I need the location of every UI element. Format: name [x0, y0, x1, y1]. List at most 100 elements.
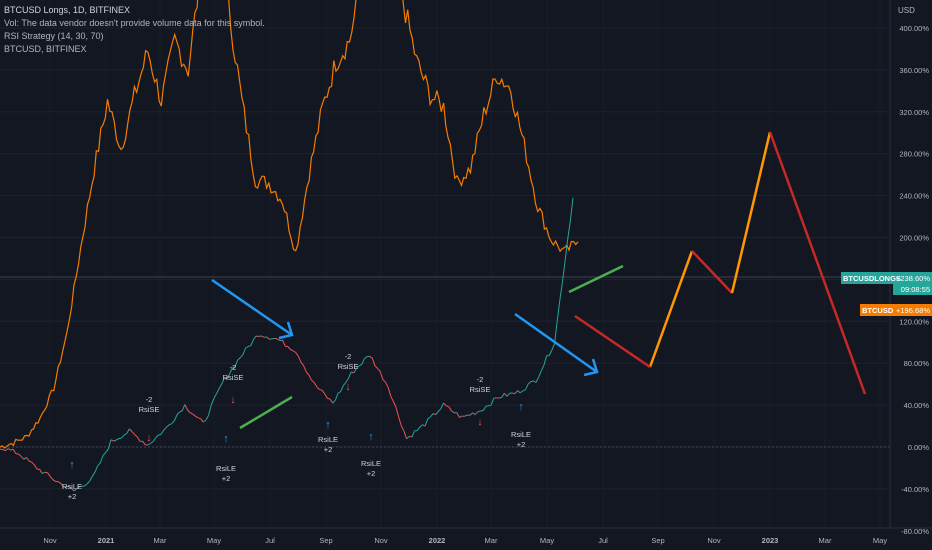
signal-long-3: ↑ RsiLE +2 — [318, 419, 338, 454]
x-tick-label: Nov — [43, 536, 57, 545]
longs-segment — [300, 361, 305, 367]
svg-text:RsiLE: RsiLE — [511, 430, 531, 439]
longs-segment — [400, 425, 405, 432]
longs-segment — [23, 456, 27, 460]
longs-segment — [250, 339, 254, 346]
longs-segment — [168, 423, 172, 426]
longs-segment — [239, 354, 244, 358]
svg-text:09:08:55: 09:08:55 — [901, 285, 930, 294]
longs-segment — [327, 397, 331, 400]
longs-segment — [416, 426, 421, 431]
longs-segment — [76, 486, 80, 490]
x-tick-label: 2022 — [429, 536, 446, 545]
btc-price-tag: BTCUSD +196.68% — [860, 304, 932, 316]
svg-text:RsiSE: RsiSE — [470, 385, 491, 394]
arrow-up-icon: ↑ — [518, 401, 524, 413]
y-tick-label: -80.00% — [901, 527, 929, 536]
longs-segment — [295, 352, 299, 357]
projection-red-1 — [691, 250, 733, 294]
longs-segment — [73, 488, 77, 492]
longs-segment — [142, 440, 146, 446]
x-tick-label: 2023 — [762, 536, 779, 545]
longs-segment — [334, 393, 339, 401]
x-tick-label: Jul — [598, 536, 608, 545]
longs-segment — [210, 398, 215, 406]
longs-segment — [91, 471, 96, 477]
strategy-legend[interactable]: RSI Strategy (14, 30, 70) — [4, 31, 104, 41]
longs-segment — [261, 335, 265, 338]
longs-segment — [348, 371, 352, 379]
longs-segment — [218, 383, 223, 389]
signal-long-2: ↑ RsiLE +2 — [216, 433, 236, 483]
longs-segment — [155, 434, 159, 438]
longs-segment — [253, 335, 257, 340]
longs-segment — [213, 393, 217, 399]
longs-segment — [517, 390, 521, 394]
longs-segment — [548, 349, 553, 356]
svg-text:RsiLE: RsiLE — [62, 482, 82, 491]
longs-segment — [229, 367, 233, 374]
longs-segment — [113, 439, 117, 442]
longs-segment — [25, 457, 30, 462]
longs-segment — [152, 437, 157, 442]
longs-segment — [356, 365, 360, 369]
longs-segment — [292, 350, 296, 353]
longs-segment — [469, 412, 474, 416]
longs-segment — [403, 431, 408, 440]
y-tick-label: 320.00% — [899, 108, 929, 117]
longs-segment — [224, 377, 228, 380]
y-tick-label: 80.00% — [904, 359, 930, 368]
longs-segment — [480, 410, 484, 412]
longs-segment — [561, 260, 566, 283]
longs-segment — [282, 339, 286, 347]
longs-segment — [324, 393, 328, 399]
longs-segment — [248, 345, 252, 347]
svg-text:+196.68%: +196.68% — [896, 306, 930, 315]
longs-segment — [369, 355, 373, 359]
blue-arrowhead-2 — [583, 358, 599, 377]
btcusd-line — [0, 0, 579, 449]
signal-long-4: ↑ RsiLE +2 — [361, 431, 381, 478]
longs-segment — [451, 410, 455, 414]
longs-segment — [221, 377, 225, 385]
x-tick-label: Nov — [707, 536, 721, 545]
longs-segment — [184, 404, 188, 411]
longs-segment — [84, 483, 88, 487]
longs-segment — [305, 371, 310, 376]
longs-segment — [12, 448, 17, 454]
longs-segment — [89, 475, 93, 482]
longs-segment — [277, 338, 281, 342]
longs-segment — [477, 410, 481, 413]
x-tick-labels: Nov 2021 Mar May Jul Sep Nov 2022 Mar May Jul Sep No… — [43, 536, 887, 545]
longs-segment — [446, 405, 450, 408]
longs-segment — [311, 379, 315, 383]
longs-segment — [271, 337, 275, 340]
arrow-down-icon: ↓ — [230, 394, 236, 406]
price-axis[interactable] — [890, 0, 932, 528]
longs-segment — [392, 401, 397, 408]
longs-segment — [559, 282, 563, 301]
chart-title[interactable]: BTCUSD Longs, 1D, BITFINEX — [4, 5, 131, 15]
longs-segment — [329, 398, 334, 404]
longs-segment — [297, 356, 302, 363]
signal-short-2: -2 RsiSE ↓ — [223, 363, 244, 406]
longs-segment — [242, 347, 247, 355]
longs-segment — [189, 412, 194, 415]
compare-legend[interactable]: BTCUSD, BITFINEX — [4, 44, 87, 54]
longs-segment — [482, 406, 487, 411]
svg-text:BTCUSD: BTCUSD — [862, 306, 894, 315]
longs-segment — [136, 436, 141, 442]
longs-segment — [118, 437, 122, 440]
longs-segment — [99, 455, 104, 464]
longs-segment — [519, 390, 524, 394]
time-axis[interactable] — [0, 528, 890, 550]
svg-text:+2: +2 — [324, 445, 333, 454]
longs-segment — [47, 472, 51, 477]
longs-segment — [567, 220, 571, 240]
longs-segment — [303, 365, 307, 373]
longs-segment — [166, 424, 170, 428]
x-tick-label: Nov — [374, 536, 388, 545]
longs-segment — [313, 382, 318, 388]
longs-segment — [187, 409, 191, 413]
